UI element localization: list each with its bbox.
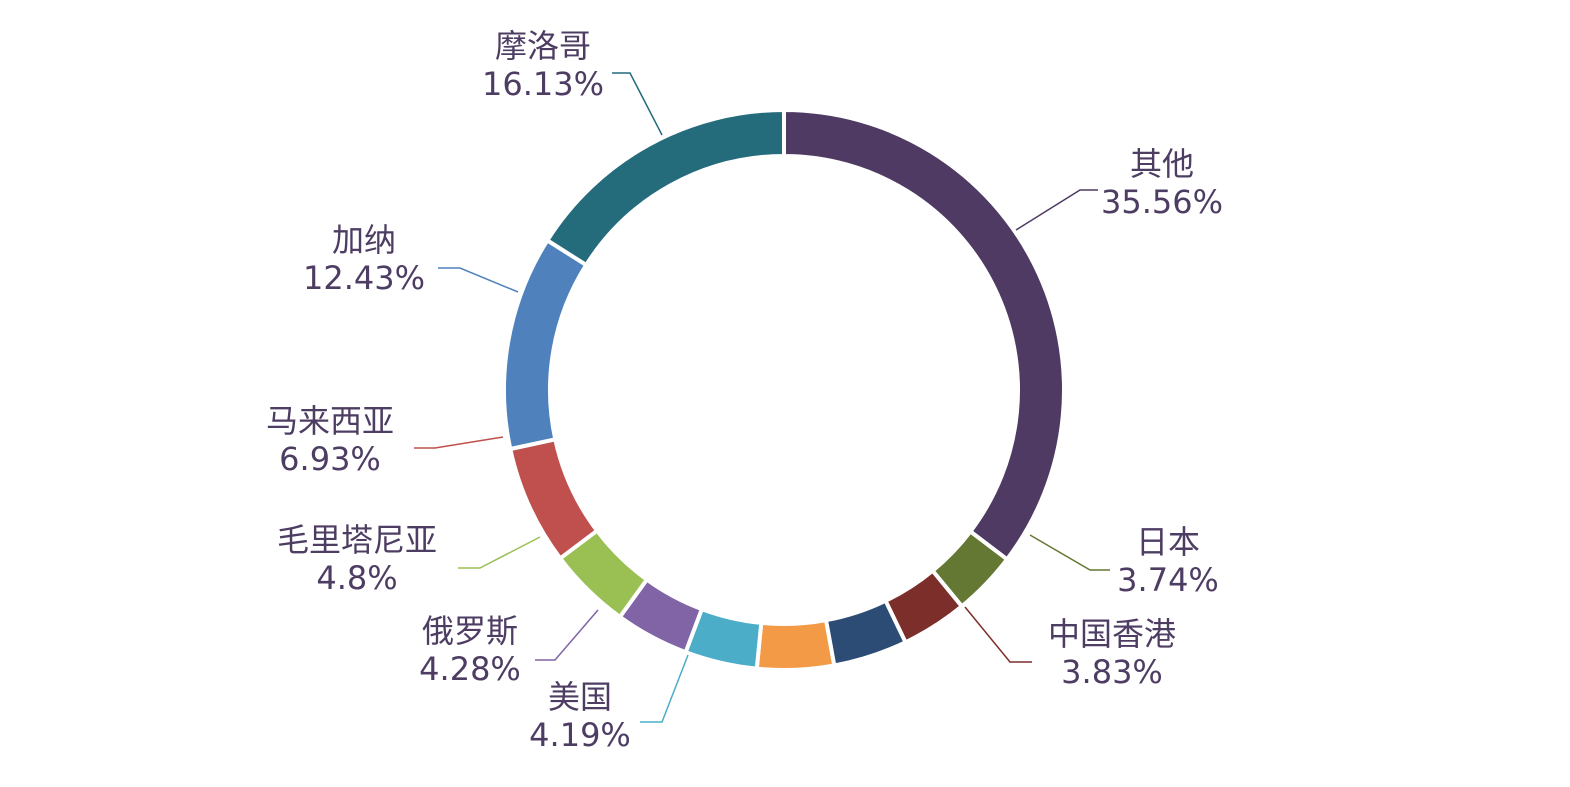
leader-line xyxy=(458,536,541,569)
slice-value-label: 35.56% xyxy=(1101,183,1223,221)
slice-value-label: 12.43% xyxy=(303,259,425,297)
leader-line xyxy=(414,436,504,449)
slice-value-label: 4.28% xyxy=(419,650,521,688)
leader-line xyxy=(612,72,663,136)
slice-value-label: 4.8% xyxy=(316,559,397,597)
pie-slice-马来西亚 xyxy=(508,437,599,561)
slice-name-label: 其他 xyxy=(1130,145,1194,183)
leader-line xyxy=(964,606,1032,663)
leader-line xyxy=(640,654,689,723)
slice-name-label: 加纳 xyxy=(332,221,396,259)
slice-name-label: 马来西亚 xyxy=(266,402,394,440)
leader-line xyxy=(1015,189,1098,231)
slice-name-label: 摩洛哥 xyxy=(495,27,591,65)
slice-name-label: 美国 xyxy=(548,678,612,716)
pie-slice-4 xyxy=(754,618,837,672)
leader-line xyxy=(535,609,599,661)
slice-name-label: 毛里塔尼亚 xyxy=(277,521,437,559)
slice-value-label: 3.83% xyxy=(1061,653,1163,691)
slice-value-label: 6.93% xyxy=(279,440,381,478)
pie-slice-摩洛哥 xyxy=(545,108,786,267)
slice-name-label: 俄罗斯 xyxy=(422,612,518,650)
slice-value-label: 3.74% xyxy=(1117,561,1219,599)
slice-value-label: 16.13% xyxy=(482,65,604,103)
pie-slice-其他 xyxy=(782,108,1066,562)
leader-line xyxy=(1029,534,1110,571)
slice-name-label: 中国香港 xyxy=(1048,615,1176,653)
slice-value-label: 4.19% xyxy=(529,716,631,754)
pie-slice-加纳 xyxy=(502,238,589,451)
slice-name-label: 日本 xyxy=(1136,523,1200,561)
leader-line xyxy=(438,267,519,293)
